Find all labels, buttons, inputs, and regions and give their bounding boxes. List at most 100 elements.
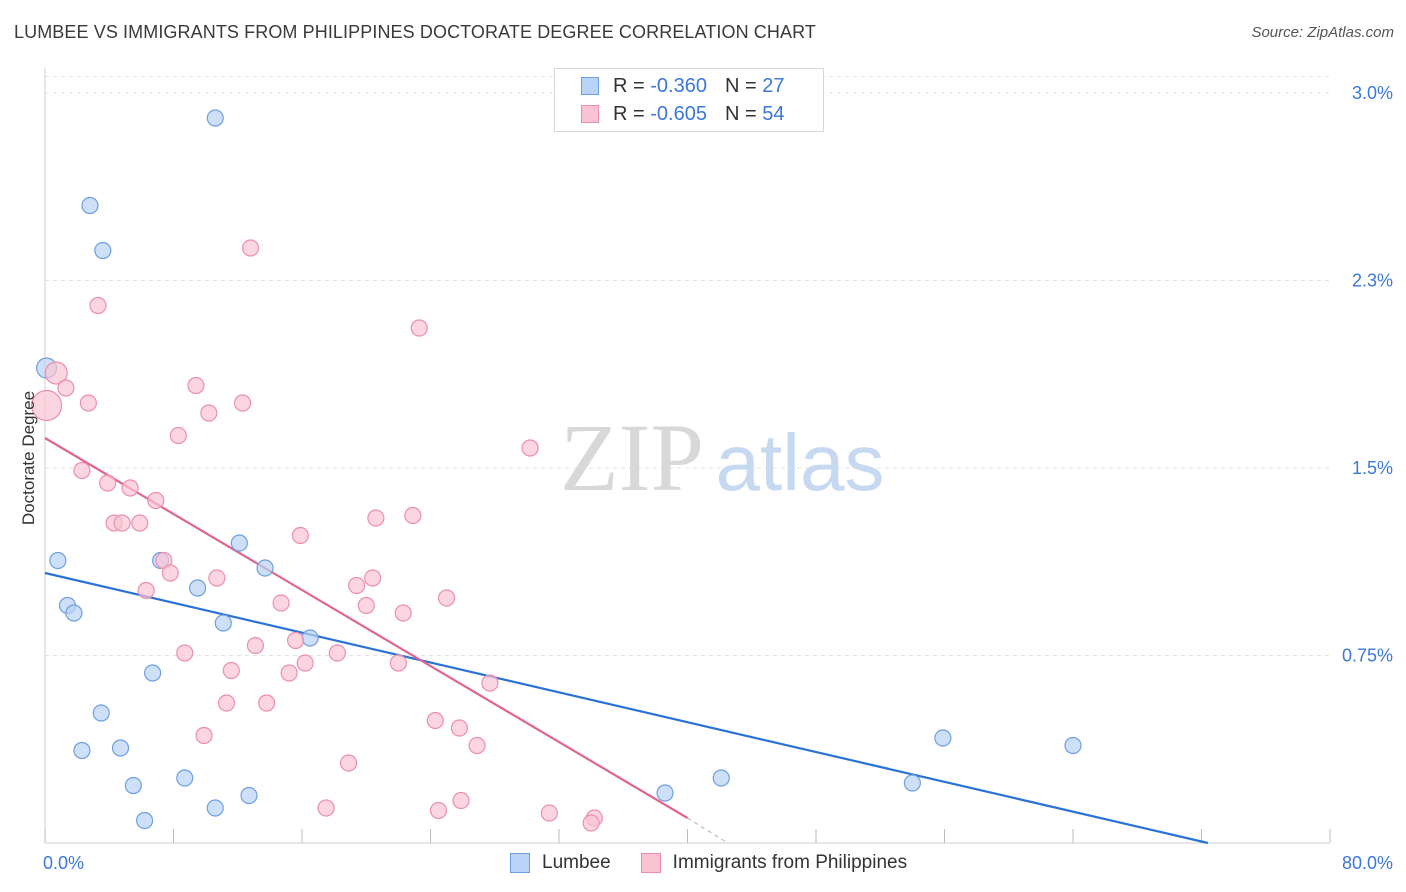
x-tick-label-max: 80.0%: [1342, 853, 1393, 873]
point-lumbee: [934, 729, 952, 747]
point-lumbee: [49, 551, 67, 570]
source-label: Source: ZipAtlas.com: [1251, 24, 1394, 41]
legend-row-lumbee: R = -0.360 N = 27: [581, 73, 784, 99]
data-points: [31, 109, 1082, 832]
point-lumbee: [135, 811, 154, 830]
point-philippines: [348, 576, 366, 595]
series-legend-lumbee[interactable]: Lumbee: [510, 852, 611, 874]
y-axis-label: Doctorate Degree: [19, 391, 38, 525]
point-philippines: [131, 514, 149, 532]
point-lumbee: [240, 786, 258, 805]
y-tick-label: 0.75%: [1342, 646, 1393, 666]
point-lumbee: [656, 784, 674, 802]
point-philippines: [217, 694, 236, 712]
point-lumbee: [230, 534, 248, 552]
series-swatch-lumbee: [510, 853, 530, 873]
point-lumbee: [176, 769, 194, 787]
point-lumbee: [903, 774, 921, 792]
point-philippines: [222, 661, 240, 680]
legend-n-value: 54: [762, 102, 785, 125]
point-philippines: [280, 664, 298, 682]
series-legend-philippines[interactable]: Immigrants from Philippines: [640, 852, 907, 874]
point-lumbee: [124, 776, 142, 795]
point-philippines: [31, 389, 63, 422]
chart-title: LUMBEE VS IMMIGRANTS FROM PHILIPPINES DO…: [14, 22, 816, 42]
point-lumbee: [301, 629, 319, 647]
point-lumbee: [1064, 736, 1082, 755]
point-philippines: [357, 596, 375, 615]
point-philippines: [429, 801, 448, 820]
point-philippines: [246, 636, 265, 655]
point-philippines: [89, 296, 107, 315]
point-philippines: [452, 791, 470, 810]
point-lumbee: [206, 799, 224, 817]
y-tick-label: 1.5%: [1352, 458, 1393, 478]
point-lumbee: [214, 614, 232, 632]
legend-swatch-lumbee: [581, 77, 599, 95]
watermark: ZIP atlas: [560, 404, 884, 511]
point-philippines: [296, 654, 314, 672]
point-philippines: [57, 379, 75, 397]
legend-r-value: -0.360: [650, 74, 707, 97]
point-lumbee: [256, 559, 274, 577]
point-lumbee: [65, 604, 83, 622]
point-philippines: [339, 754, 358, 772]
series-swatch-philippines: [640, 853, 661, 873]
point-philippines: [521, 439, 539, 457]
point-philippines: [161, 564, 179, 582]
point-lumbee: [712, 769, 730, 787]
point-philippines: [291, 526, 309, 545]
legend-n-label: N =: [724, 102, 757, 125]
trend-extension-philippines: [687, 817, 728, 844]
stats-legend: R = -0.360 N = 27 R = -0.605 N = 54: [554, 68, 824, 132]
point-philippines: [404, 506, 422, 525]
point-philippines: [364, 569, 382, 587]
point-philippines: [410, 319, 428, 337]
point-philippines: [79, 394, 97, 412]
point-philippines: [389, 654, 407, 672]
point-lumbee: [94, 241, 112, 260]
point-lumbee: [144, 664, 162, 682]
point-philippines: [468, 736, 486, 755]
watermark-zip: ZIP: [560, 404, 704, 511]
axes: [44, 68, 1331, 844]
point-philippines: [272, 594, 290, 612]
tick-labels: 0.75% 1.5% 2.3% 3.0% 0.0% 80.0%: [43, 83, 1393, 873]
point-philippines: [394, 604, 412, 622]
point-philippines: [258, 694, 276, 712]
point-philippines: [317, 799, 335, 817]
point-lumbee: [73, 741, 91, 760]
legend-r-label: R =: [613, 74, 645, 97]
point-philippines: [147, 491, 165, 510]
point-philippines: [286, 631, 305, 650]
x-tick-label-min: 0.0%: [43, 853, 84, 873]
legend-row-philippines: R = -0.605 N = 54: [581, 101, 784, 127]
point-philippines: [73, 461, 91, 480]
point-philippines: [426, 711, 444, 730]
trend-line-lumbee: [44, 571, 1209, 845]
y-tick-label: 3.0%: [1352, 83, 1393, 103]
point-philippines: [99, 474, 117, 492]
point-philippines: [481, 674, 499, 692]
point-lumbee: [111, 739, 130, 757]
series-legend: Lumbee Immigrants from Philippines: [510, 852, 937, 874]
point-philippines: [208, 569, 226, 587]
legend-swatch-philippines: [581, 105, 599, 123]
legend-n-value: 27: [762, 74, 785, 97]
point-philippines: [187, 376, 205, 395]
watermark-atlas: atlas: [716, 418, 885, 507]
point-philippines: [137, 581, 155, 600]
point-philippines: [176, 644, 194, 662]
point-philippines: [195, 726, 213, 745]
legend-n-label: N =: [724, 74, 757, 97]
point-lumbee: [188, 579, 207, 597]
legend-r-label: R =: [613, 102, 645, 125]
y-tick-label: 2.3%: [1352, 271, 1393, 291]
point-philippines: [44, 361, 68, 385]
grid-lines: [45, 76, 1330, 656]
point-philippines: [437, 589, 456, 607]
point-philippines: [367, 509, 385, 527]
series-label-lumbee: Lumbee: [542, 852, 611, 873]
legend-r-value: -0.605: [650, 102, 707, 125]
